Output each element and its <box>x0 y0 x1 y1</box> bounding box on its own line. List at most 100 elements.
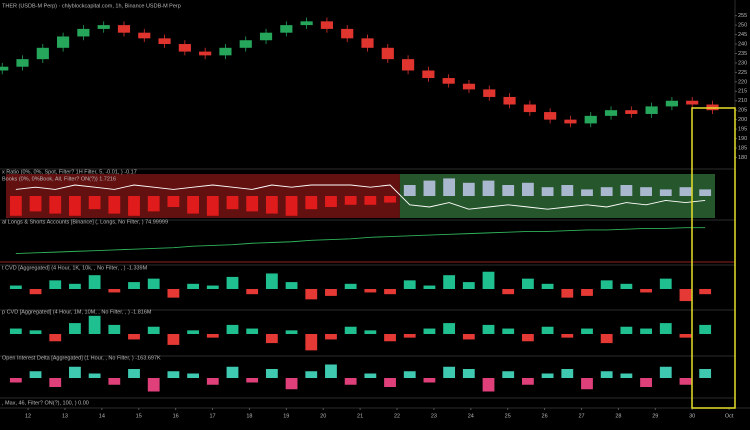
bar <box>305 371 318 378</box>
bar <box>384 196 396 203</box>
bar <box>206 196 219 216</box>
x-tick-label: 16 <box>173 413 179 419</box>
bar <box>640 378 652 387</box>
bar <box>443 275 456 289</box>
bar <box>561 369 574 378</box>
bar <box>226 196 239 210</box>
candle-body <box>16 59 29 67</box>
x-tick-label: 24 <box>468 413 474 419</box>
pane-title: al Longs & Shorts Accounts [Binance] (, … <box>2 219 168 225</box>
bar <box>384 378 396 387</box>
bar <box>502 371 515 378</box>
bar <box>384 334 396 342</box>
bar <box>325 289 337 296</box>
candle-body <box>77 28 90 37</box>
bar <box>108 289 121 293</box>
x-tick-label: 15 <box>136 413 142 419</box>
bar <box>679 289 692 302</box>
bar <box>364 196 377 205</box>
bar <box>285 282 298 289</box>
bar <box>699 189 712 196</box>
bar <box>49 280 62 289</box>
x-tick-label: 19 <box>283 413 289 419</box>
bar <box>462 182 475 196</box>
bar <box>640 328 652 334</box>
bar <box>265 334 278 344</box>
bar <box>699 324 712 334</box>
bar <box>69 283 81 289</box>
bar <box>206 285 219 289</box>
candle-body <box>259 32 273 41</box>
candle-body <box>604 110 618 116</box>
bar <box>187 330 200 334</box>
ratio-line <box>15 184 706 210</box>
bar <box>108 196 121 214</box>
bar <box>659 189 672 196</box>
bar <box>167 196 180 207</box>
y-tick-label: 215 <box>738 89 747 95</box>
bar <box>423 180 436 196</box>
bar <box>581 328 593 334</box>
bar <box>246 378 259 383</box>
bar <box>305 289 318 300</box>
bar <box>561 289 574 298</box>
bar <box>384 289 396 295</box>
candle-body <box>57 36 70 48</box>
plot-layer: 12 13 14 15 16 17 18 19 20 21 22 23 24 25 26 27 28 29 30 Oc… <box>0 3 747 419</box>
candle-body <box>401 59 415 71</box>
y-tick-label: 180 <box>738 155 747 161</box>
bar <box>49 196 62 214</box>
bar <box>246 289 259 295</box>
bar <box>226 366 239 378</box>
x-tick-label: 12 <box>25 413 31 419</box>
candle-body <box>686 100 699 105</box>
bar <box>285 378 298 390</box>
candle-body <box>523 104 536 113</box>
pane-title: p CVD [Aggregated] (4 Hour, 1M, 10M, , N… <box>2 309 152 315</box>
y-tick-label: 235 <box>738 51 747 57</box>
bar <box>29 330 42 334</box>
y-tick-label: 190 <box>738 136 747 142</box>
bar <box>423 285 436 289</box>
bar <box>344 326 357 334</box>
bar <box>88 373 101 378</box>
bar <box>108 378 121 385</box>
bar <box>147 378 160 392</box>
bar <box>521 278 534 289</box>
bar <box>541 326 554 334</box>
candle-body <box>564 119 577 124</box>
bar <box>600 334 613 344</box>
bar <box>541 373 554 378</box>
bar <box>69 196 81 216</box>
bar <box>521 334 534 342</box>
bar <box>305 334 318 351</box>
bar <box>69 323 81 334</box>
bar <box>679 187 692 196</box>
y-tick-label: 225 <box>738 70 747 76</box>
bar <box>344 378 357 385</box>
bar <box>502 185 515 196</box>
y-tick-label: 210 <box>738 98 747 104</box>
bar <box>541 187 554 196</box>
y-tick-label: 240 <box>738 41 747 47</box>
bar <box>403 185 416 196</box>
x-tick-label: 25 <box>505 413 511 419</box>
x-tick-label: 22 <box>394 413 400 419</box>
bar <box>600 371 613 378</box>
candle-body <box>320 21 334 29</box>
candle-body <box>199 51 212 56</box>
candle-body <box>442 78 455 84</box>
y-tick-label: 250 <box>738 23 747 29</box>
bar <box>423 328 436 334</box>
bar <box>482 180 495 196</box>
bar <box>581 289 593 296</box>
candle-body <box>138 32 151 39</box>
y-tick-label: 220 <box>738 79 747 85</box>
highlight-box <box>691 107 736 409</box>
bar <box>325 334 337 340</box>
bar <box>699 369 712 378</box>
bar <box>640 187 652 196</box>
pane-title: Open Interest Delta [Aggregated] (1 Hour… <box>2 355 161 361</box>
candle-body <box>0 66 9 71</box>
